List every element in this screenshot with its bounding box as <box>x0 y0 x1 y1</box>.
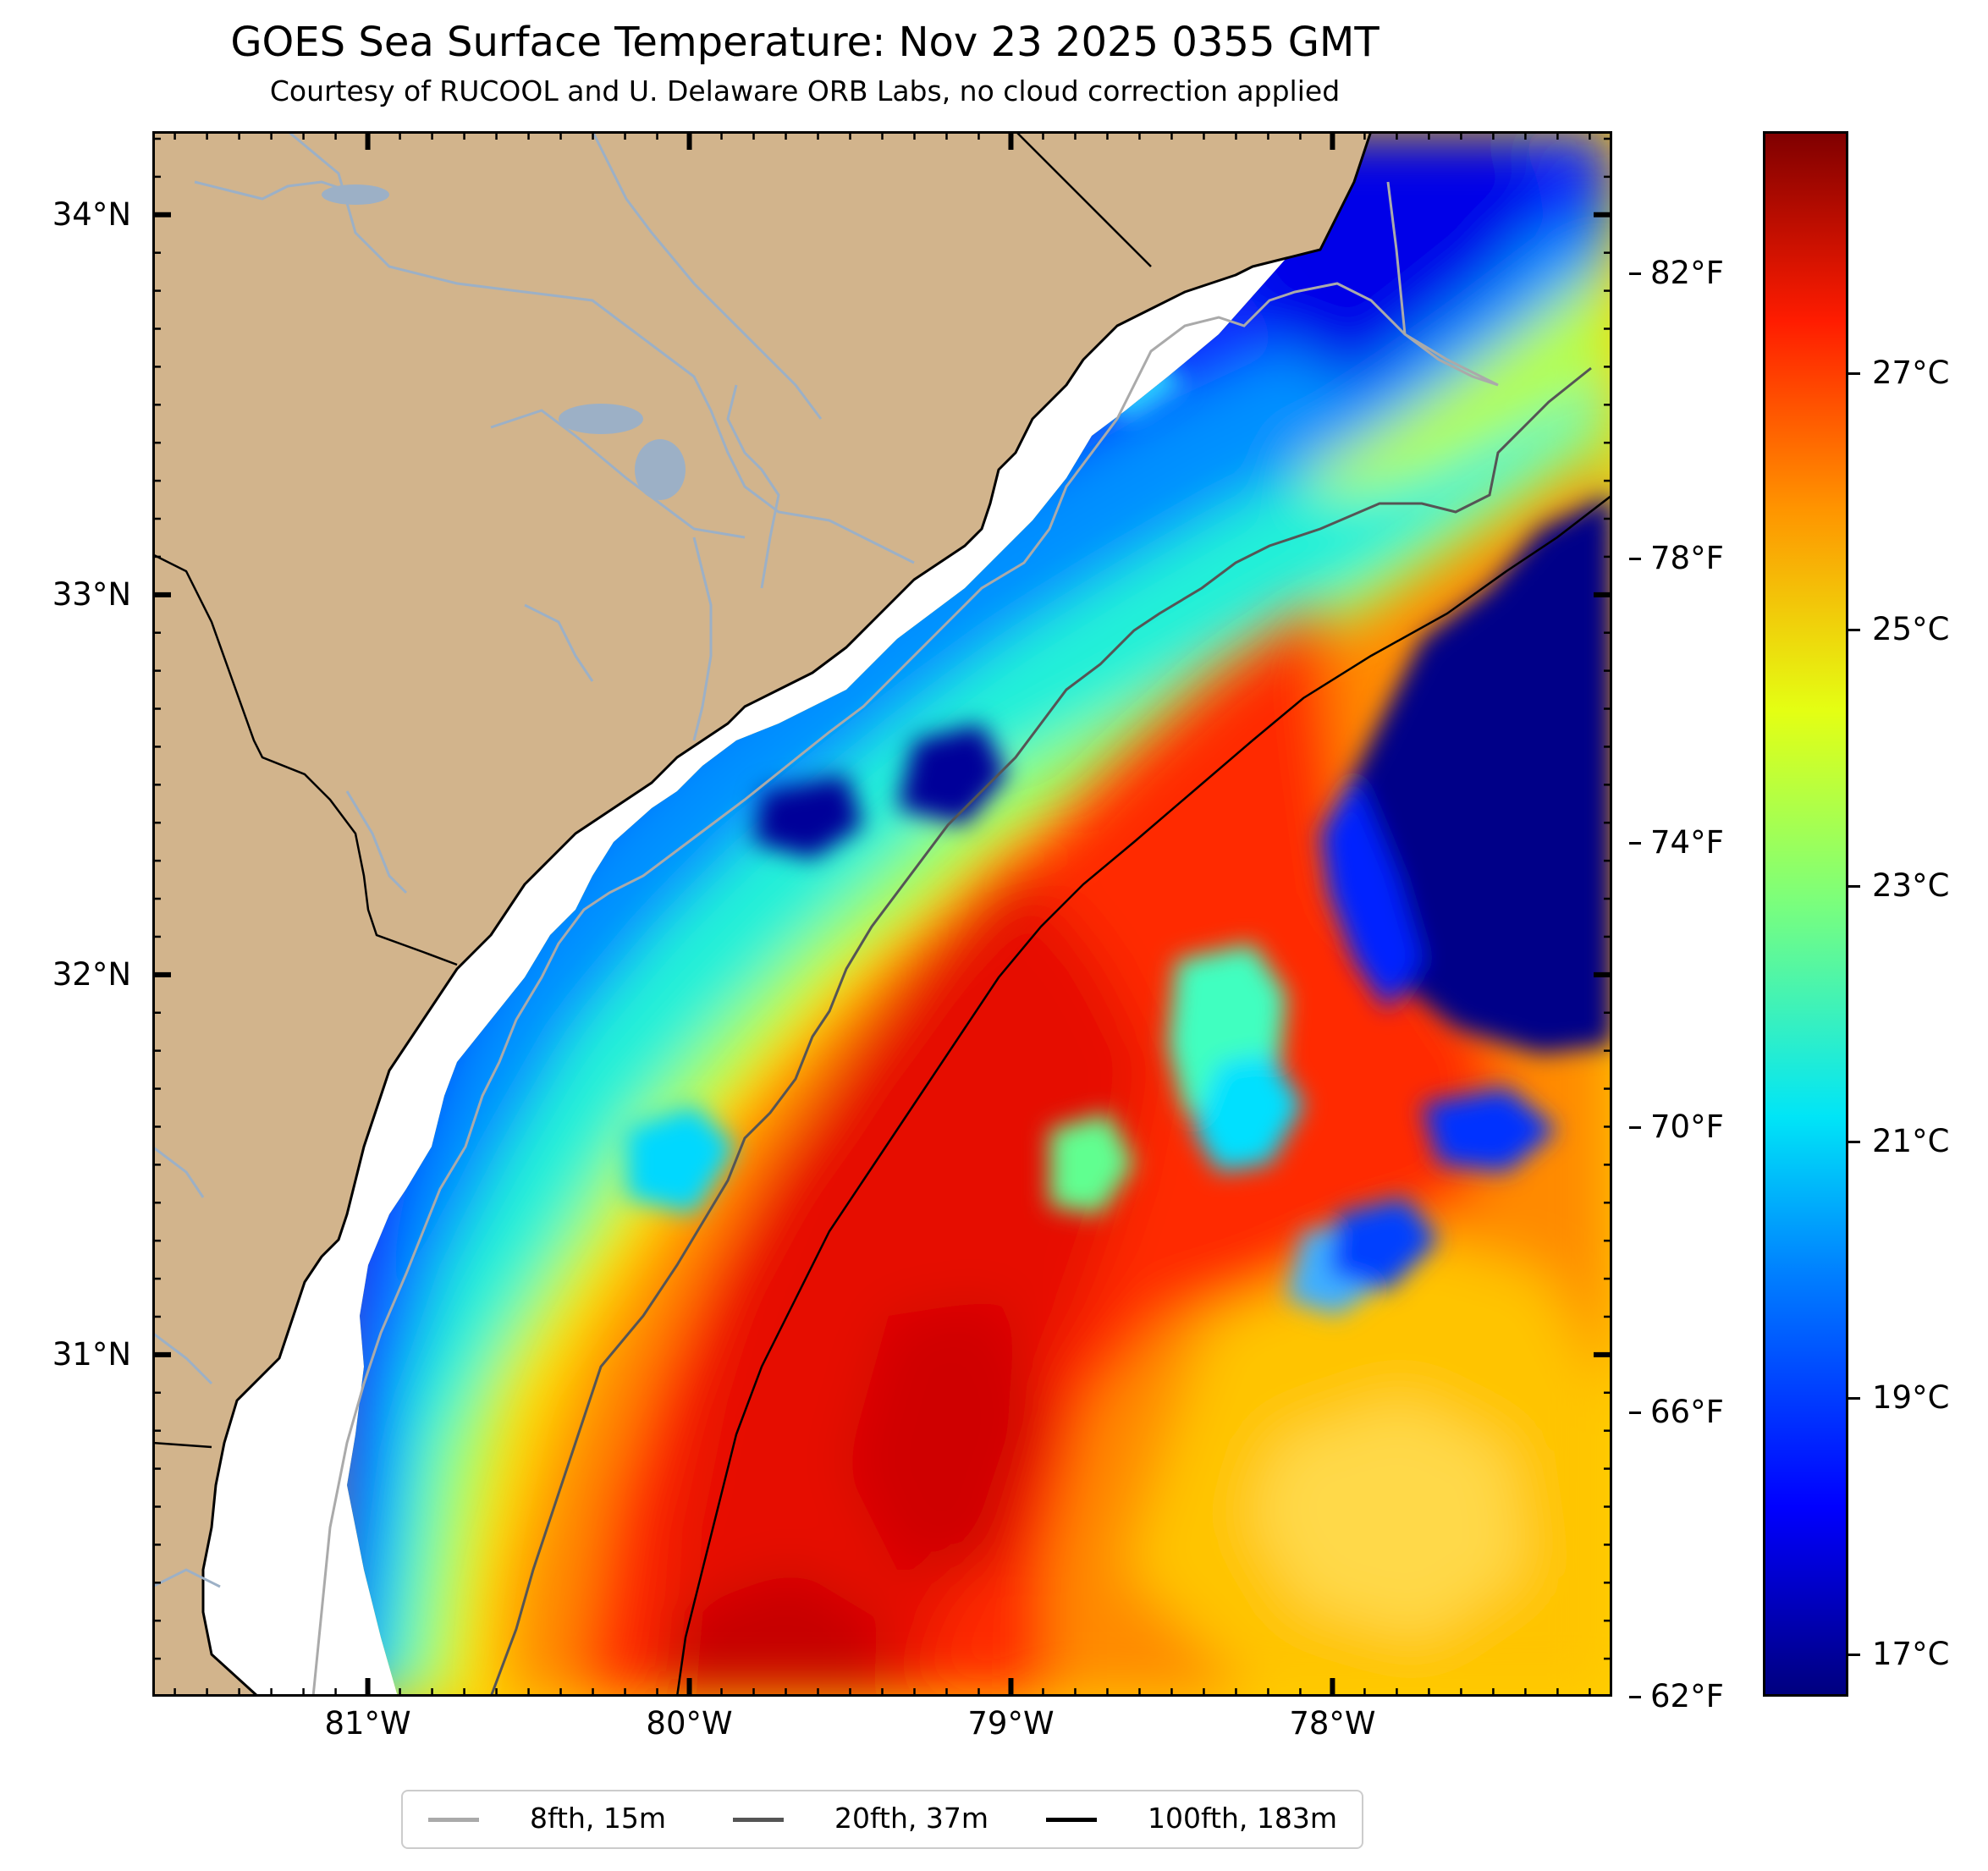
celsius-tick-label: 25°C <box>1872 610 1950 647</box>
celsius-tick-label: 27°C <box>1872 355 1950 392</box>
fahrenheit-tick <box>1629 1126 1641 1130</box>
isobath-legend: 8fth, 15m 20fth, 37m 100fth, 183m <box>401 1790 1363 1849</box>
fahrenheit-tick <box>1629 557 1641 560</box>
legend-swatch <box>733 1818 784 1822</box>
fahrenheit-tick <box>1629 1411 1641 1414</box>
rivers <box>152 131 915 1588</box>
lon-tick-label: 81°W <box>324 1705 411 1742</box>
fahrenheit-tick-label: 78°F <box>1650 539 1724 576</box>
lat-tick-label: 33°N <box>52 575 131 613</box>
state-border <box>1015 131 1152 267</box>
legend-label: 100fth, 183m <box>1148 1802 1337 1835</box>
celsius-tick-label: 19°C <box>1872 1379 1950 1417</box>
sst-map <box>152 131 1612 1697</box>
map-ticks <box>152 131 1612 1697</box>
lon-tick-label: 79°W <box>967 1705 1055 1742</box>
legend-label: 20fth, 37m <box>834 1802 988 1835</box>
isobath-100fth <box>675 494 1612 1697</box>
celsius-tick <box>1848 1654 1860 1657</box>
isobath-20fth <box>489 366 1592 1697</box>
fahrenheit-tick-label: 70°F <box>1650 1109 1724 1146</box>
fahrenheit-tick <box>1629 1696 1641 1698</box>
celsius-tick-label: 17°C <box>1872 1636 1950 1673</box>
celsius-tick-label: 23°C <box>1872 867 1950 904</box>
fahrenheit-tick-label: 62°F <box>1650 1678 1724 1714</box>
lon-tick-label: 78°W <box>1289 1705 1376 1742</box>
lat-tick-label: 34°N <box>52 195 131 233</box>
map-title: GOES Sea Surface Temperature: Nov 23 202… <box>230 19 1379 66</box>
celsius-tick-label: 21°C <box>1872 1123 1950 1160</box>
celsius-tick <box>1848 1397 1860 1400</box>
fahrenheit-tick <box>1629 841 1641 845</box>
map-subtitle: Courtesy of RUCOOL and U. Delaware ORB L… <box>269 74 1341 107</box>
state-border <box>152 553 458 966</box>
celsius-tick <box>1848 1141 1860 1144</box>
fahrenheit-tick-label: 66°F <box>1650 1393 1724 1430</box>
legend-swatch <box>428 1818 479 1822</box>
fahrenheit-tick-label: 82°F <box>1650 255 1724 292</box>
lon-tick-label: 80°W <box>646 1705 733 1742</box>
temperature-colorbar <box>1763 131 1848 1697</box>
lakes <box>322 184 686 500</box>
sst-map-canvas <box>152 131 1612 1697</box>
celsius-tick <box>1848 372 1860 376</box>
lat-tick-label: 31°N <box>52 1335 131 1373</box>
fahrenheit-tick-label: 74°F <box>1650 823 1724 861</box>
isobath-8fth <box>311 181 1499 1697</box>
state-border <box>152 1441 212 1449</box>
celsius-tick <box>1848 884 1860 888</box>
land <box>152 131 1373 1697</box>
legend-swatch <box>1046 1818 1097 1822</box>
legend-label: 8fth, 15m <box>530 1802 667 1835</box>
lat-tick-label: 32°N <box>52 955 131 993</box>
celsius-tick <box>1848 628 1860 631</box>
fahrenheit-tick <box>1629 272 1641 276</box>
